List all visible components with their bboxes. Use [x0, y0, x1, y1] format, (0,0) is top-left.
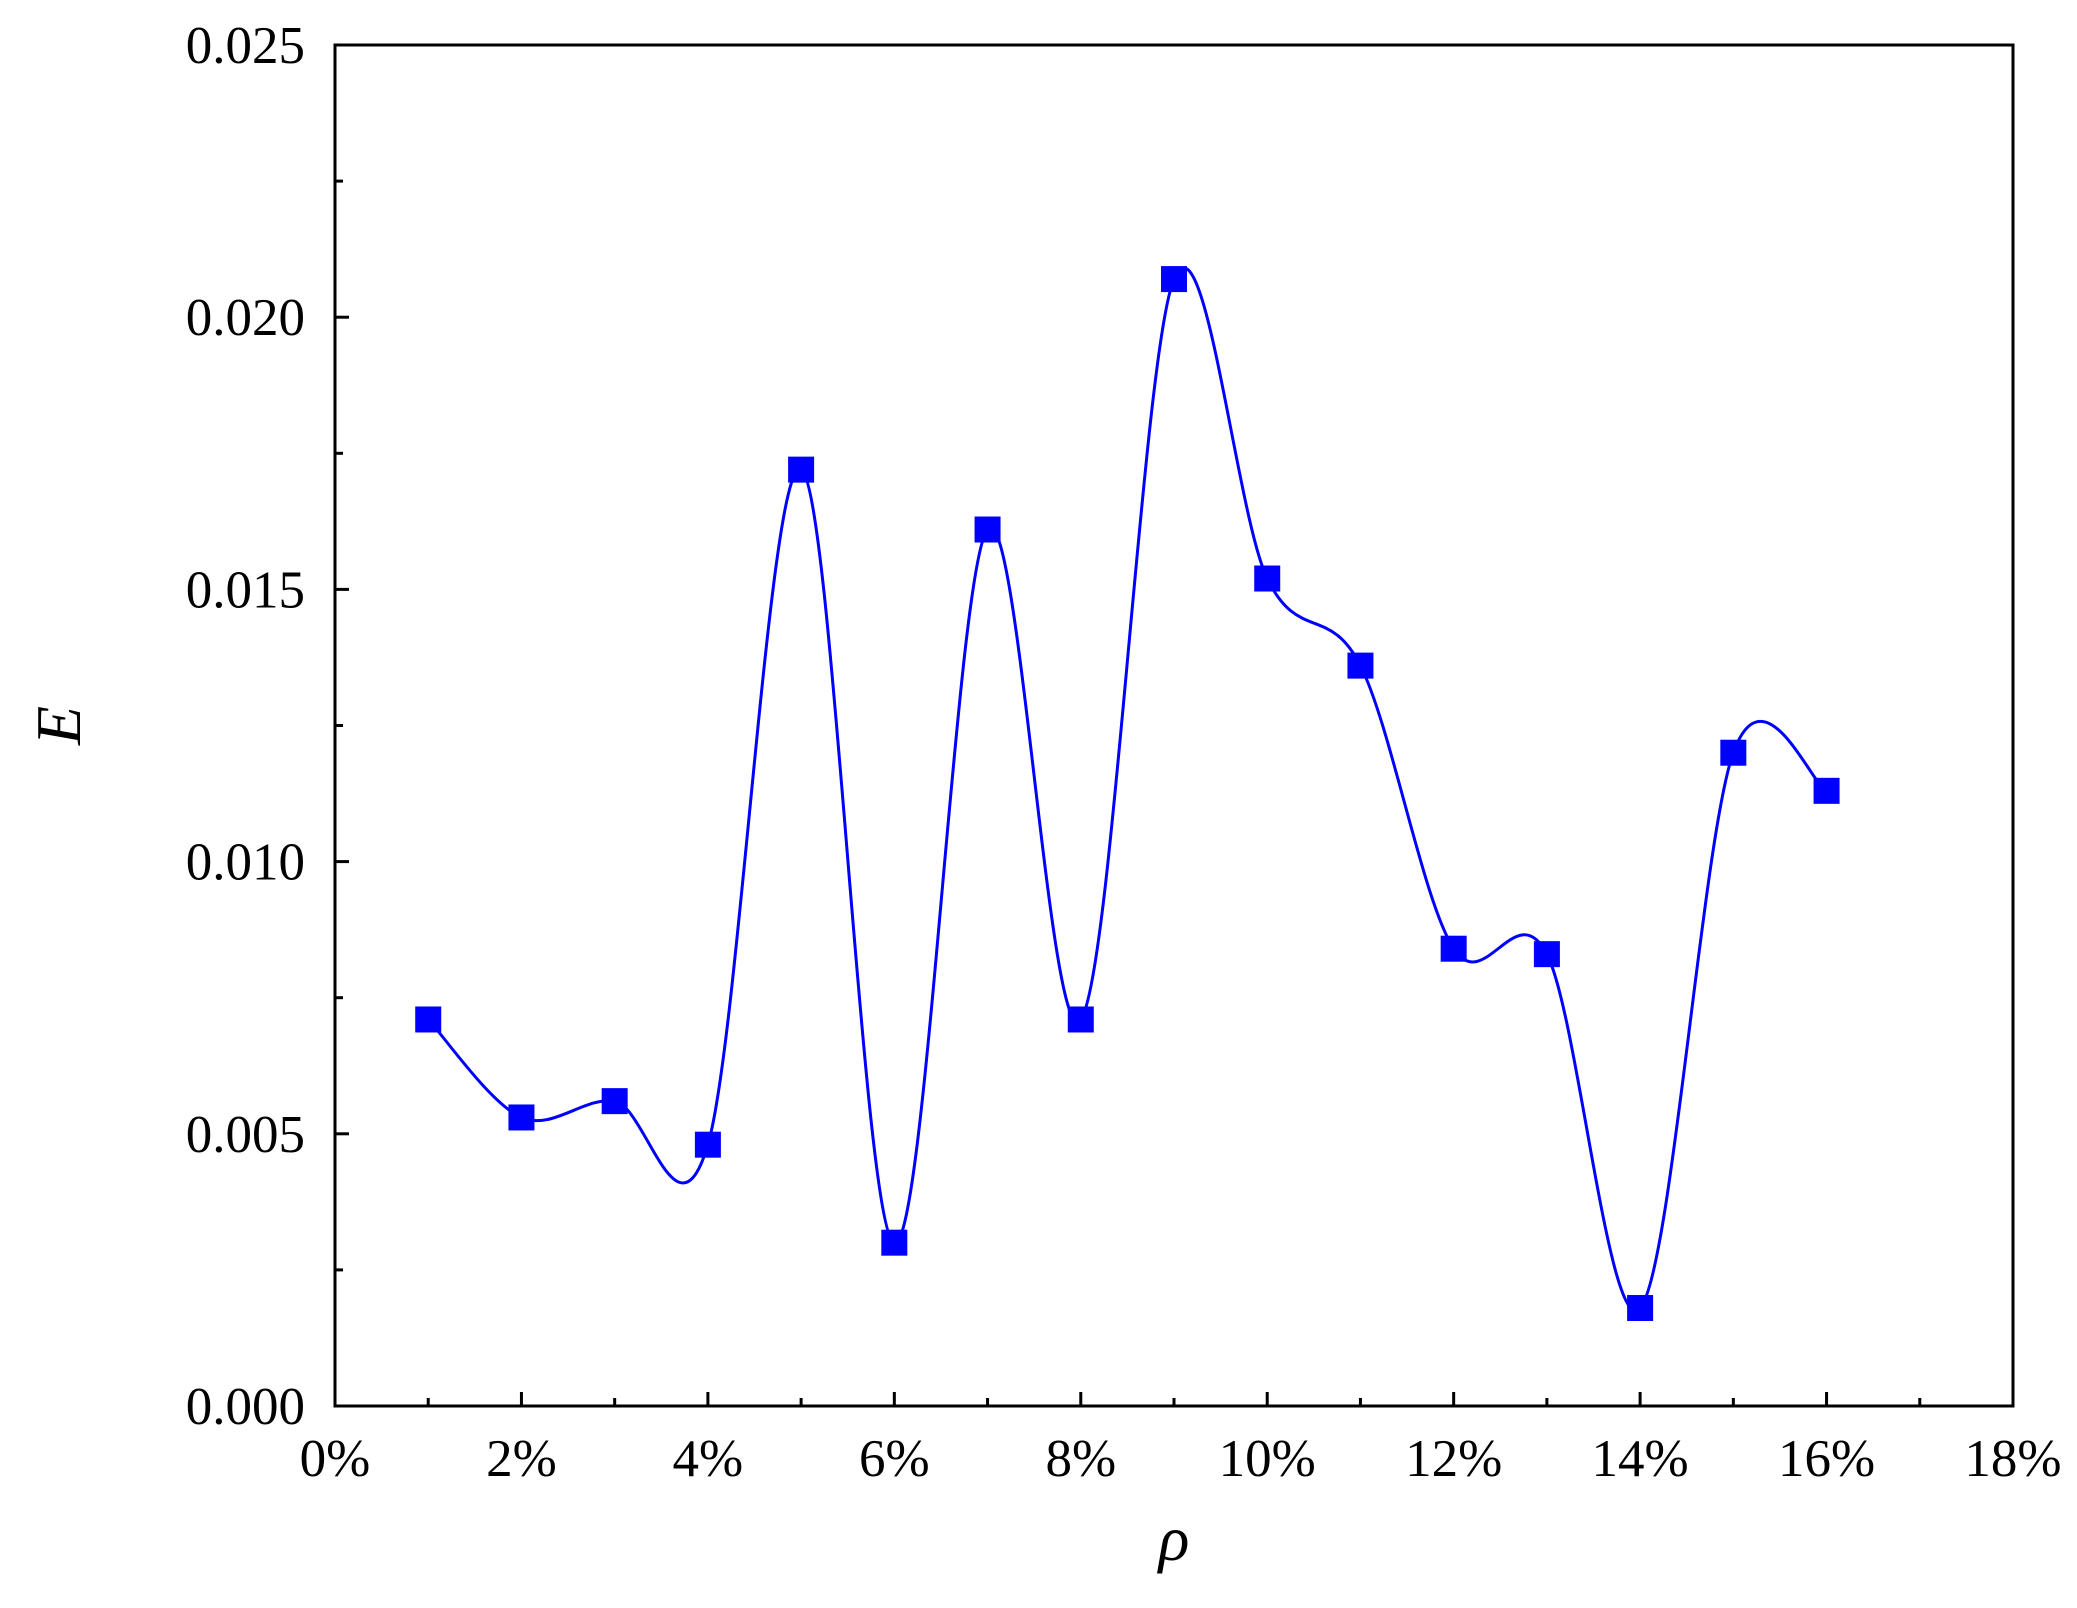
x-tick-label: 12%	[1405, 1430, 1502, 1488]
x-tick-label: 2%	[486, 1430, 557, 1488]
x-tick-label: 6%	[859, 1430, 930, 1488]
data-point-marker	[881, 1229, 908, 1256]
x-tick-label: 10%	[1219, 1430, 1316, 1488]
data-point-marker	[1720, 739, 1747, 766]
data-point-marker	[1813, 777, 1840, 804]
data-point-marker	[1161, 266, 1187, 293]
y-axis-title: E	[23, 706, 94, 746]
y-tick-label: 0.000	[186, 1378, 305, 1436]
data-point-marker	[694, 1131, 721, 1158]
y-tick-label: 0.025	[186, 17, 305, 75]
x-tick-label: 8%	[1045, 1430, 1116, 1488]
data-point-marker	[1627, 1295, 1654, 1322]
data-point-marker	[415, 1006, 442, 1033]
data-point-marker	[1533, 941, 1560, 968]
plot-frame	[333, 43, 2015, 1408]
x-tick-label: 18%	[1964, 1430, 2061, 1488]
data-point-marker	[1347, 652, 1374, 679]
x-tick-label: 0%	[300, 1430, 371, 1488]
y-tick-label: 0.015	[186, 561, 305, 619]
data-point-marker	[974, 516, 1001, 543]
data-point-marker	[788, 456, 815, 483]
x-tick-label: 16%	[1778, 1430, 1875, 1488]
data-point-marker	[508, 1104, 535, 1131]
data-point-marker	[601, 1088, 628, 1115]
x-tick-label: 4%	[673, 1430, 744, 1488]
tick-labels: 0% 2% 4% 6% 8% 10% 12% 14% 16% 18% 0.000 0.005 0.010…	[186, 17, 2062, 1488]
y-tick-label: 0.020	[186, 289, 305, 347]
data-point-marker	[1254, 565, 1281, 592]
y-tick-label: 0.005	[186, 1106, 305, 1164]
x-tick-label: 14%	[1592, 1430, 1689, 1488]
data-point-marker	[1440, 935, 1467, 962]
data-series-line	[427, 266, 1828, 1312]
x-axis-title: ρ	[1157, 1503, 1190, 1574]
y-tick-label: 0.010	[186, 834, 305, 892]
data-markers	[415, 266, 1840, 1322]
data-point-marker	[1067, 1006, 1094, 1033]
